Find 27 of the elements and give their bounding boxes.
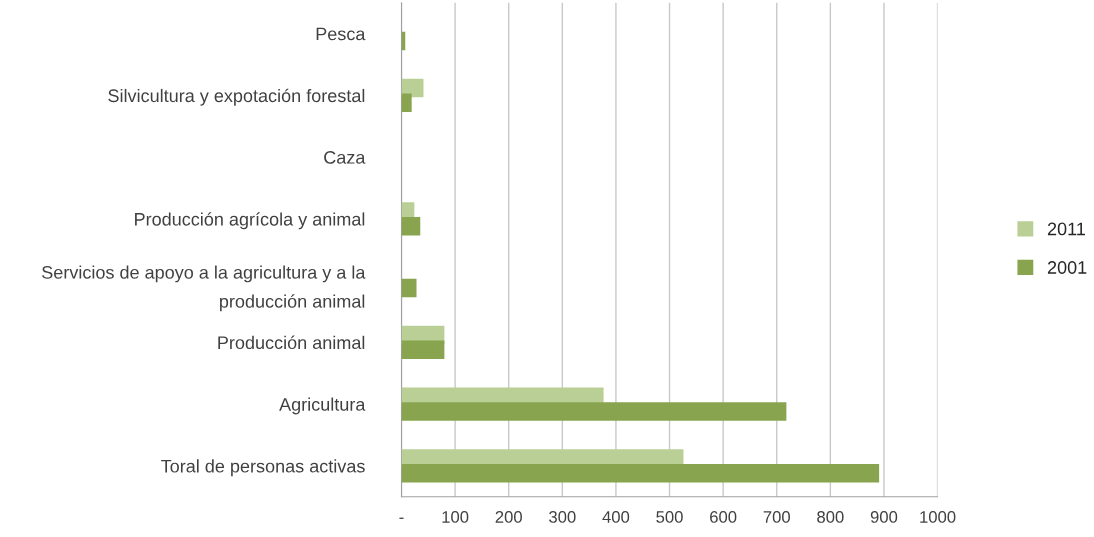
legend-label: 2001 [1047,261,1087,274]
x-tick-label: 700 [763,511,790,523]
y-tick-label: Producción animal [218,335,365,350]
y-tick-label: Servicios de apoyo a la agricultura y a la producción animal [42,265,366,312]
bar [401,93,412,112]
x-tick-label: 400 [602,511,630,523]
y-tick-label: Toral de personas activas [161,459,365,477]
x-tick-label: 800 [817,511,844,523]
x-tick-label: 300 [549,511,576,523]
x-tick-label: 600 [710,511,737,523]
y-tick-label: Pesca [316,27,366,41]
x-tick-label: 900 [870,511,898,523]
x-tick-label: 500 [656,511,683,523]
bar [401,402,787,421]
y-tick-label: Agricultura [279,397,366,415]
bar [401,216,421,236]
y-tick-label: Silvicultura y expotación forestal [108,88,365,106]
x-tick-label: - [399,517,404,519]
x-tick-label: 200 [495,511,522,523]
bar [401,463,880,483]
y-tick-label: Caza [324,151,366,164]
x-tick-label: 1000 [920,511,956,523]
bar [401,278,417,298]
y-tick-label: Producción agrícola y animal [135,212,365,230]
legend-label: 2011 [1047,222,1085,236]
bar [401,340,445,360]
x-tick-label: 100 [442,511,469,523]
